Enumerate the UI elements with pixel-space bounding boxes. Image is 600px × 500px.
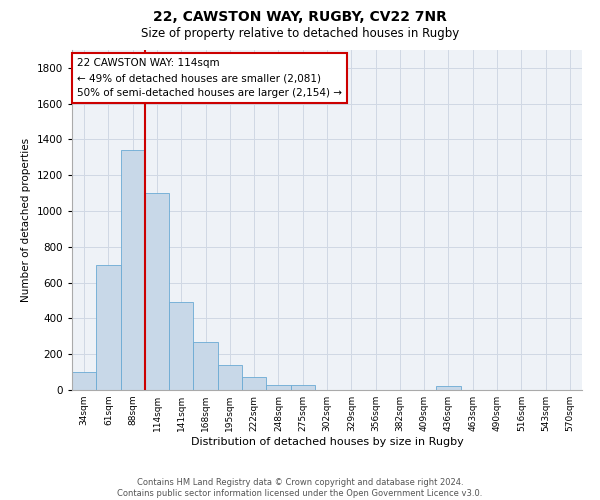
Bar xyxy=(72,372,96,390)
Bar xyxy=(436,386,461,390)
Bar xyxy=(121,150,145,390)
Bar xyxy=(218,365,242,390)
Text: Size of property relative to detached houses in Rugby: Size of property relative to detached ho… xyxy=(141,28,459,40)
Bar xyxy=(193,342,218,390)
Text: Contains HM Land Registry data © Crown copyright and database right 2024.
Contai: Contains HM Land Registry data © Crown c… xyxy=(118,478,482,498)
Text: 22, CAWSTON WAY, RUGBY, CV22 7NR: 22, CAWSTON WAY, RUGBY, CV22 7NR xyxy=(153,10,447,24)
Bar xyxy=(169,302,193,390)
X-axis label: Distribution of detached houses by size in Rugby: Distribution of detached houses by size … xyxy=(191,437,463,447)
Bar xyxy=(266,384,290,390)
Bar xyxy=(242,378,266,390)
Y-axis label: Number of detached properties: Number of detached properties xyxy=(21,138,31,302)
Bar xyxy=(290,384,315,390)
Text: 22 CAWSTON WAY: 114sqm
← 49% of detached houses are smaller (2,081)
50% of semi-: 22 CAWSTON WAY: 114sqm ← 49% of detached… xyxy=(77,58,342,98)
Bar xyxy=(145,193,169,390)
Bar xyxy=(96,264,121,390)
